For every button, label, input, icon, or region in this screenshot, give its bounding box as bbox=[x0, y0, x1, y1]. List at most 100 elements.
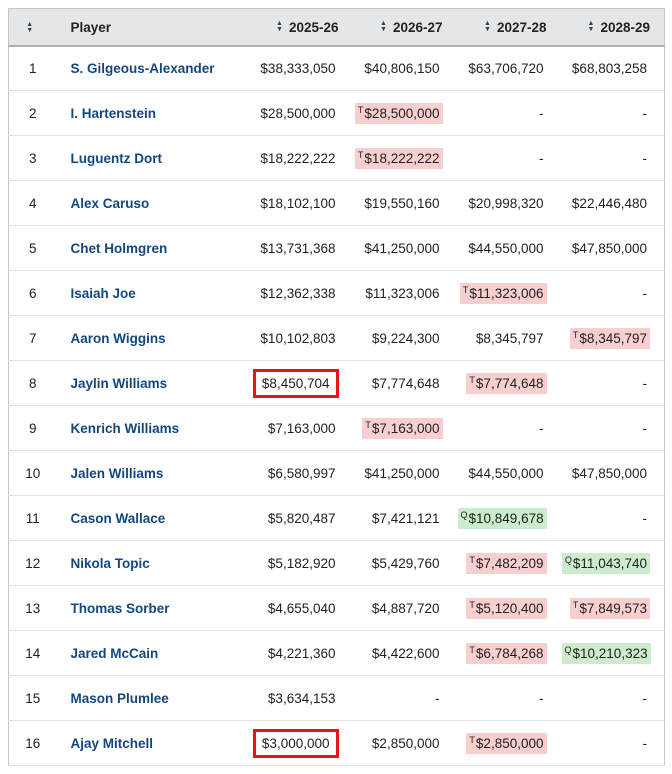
salary-cell: $22,446,480 bbox=[560, 180, 665, 226]
salary-value: $41,250,000 bbox=[364, 240, 440, 256]
player-link[interactable]: Nikola Topic bbox=[70, 555, 150, 571]
column-header-2025-26[interactable]: 2025-26 bbox=[248, 8, 353, 47]
salary-cell: $20,998,320 bbox=[456, 180, 561, 226]
team-option-marker: T bbox=[469, 735, 475, 745]
salary-cell: $11,323,006 bbox=[352, 270, 457, 316]
team-option-marker: T bbox=[572, 600, 579, 610]
annotated-salary-value: $8,450,704 bbox=[252, 368, 339, 398]
table-row: 7 Aaron Wiggins $10,102,803 $9,224,300 $8,34… bbox=[8, 315, 665, 361]
row-rank: 3 bbox=[8, 135, 57, 181]
salary-cell: $47,850,000 bbox=[560, 225, 665, 271]
salary-cell: $3,634,153 bbox=[248, 675, 353, 721]
player-link[interactable]: Isaiah Joe bbox=[70, 285, 136, 301]
salary-cell: - bbox=[560, 675, 665, 721]
salary-value: $4,655,040 bbox=[267, 600, 336, 616]
salary-value: $7,774,648 bbox=[371, 375, 440, 391]
salary-cell: - bbox=[560, 495, 665, 541]
salary-value: $19,550,160 bbox=[364, 195, 440, 211]
salary-value: T$6,784,268 bbox=[466, 643, 547, 664]
team-option-marker: T bbox=[469, 645, 475, 655]
player-link[interactable]: I. Hartenstein bbox=[70, 105, 157, 121]
player-link[interactable]: Aaron Wiggins bbox=[70, 330, 166, 346]
salary-cell: - bbox=[456, 675, 561, 721]
salary-cell: $4,887,720 bbox=[352, 585, 457, 631]
salary-cell: Q$10,849,678 bbox=[456, 495, 561, 541]
salary-value: $63,706,720 bbox=[468, 60, 544, 76]
salary-value: - bbox=[642, 690, 648, 706]
salary-value: $11,323,006 bbox=[365, 285, 440, 301]
salary-value: $10,102,803 bbox=[260, 330, 336, 346]
salary-value: $9,224,300 bbox=[371, 330, 440, 346]
salary-table: Player 2025-26 2026-27 2027-28 2028-29 1… bbox=[8, 8, 665, 766]
salary-value: - bbox=[539, 150, 544, 166]
salary-cell: $7,421,121 bbox=[352, 495, 457, 541]
player-link[interactable]: Kenrich Williams bbox=[70, 420, 180, 436]
player-link[interactable]: Cason Wallace bbox=[70, 510, 166, 526]
salary-cell: $18,222,222 bbox=[248, 135, 353, 181]
salary-value: $41,250,000 bbox=[364, 465, 440, 481]
salary-cell: $8,345,797 bbox=[456, 315, 561, 361]
salary-cell: T$5,120,400 bbox=[456, 585, 561, 631]
salary-cell: Q$10,210,323 bbox=[560, 630, 665, 676]
salary-value: T$8,345,797 bbox=[569, 328, 650, 349]
table-row: 3 Luguentz Dort $18,222,222 T$18,222,222 - - bbox=[8, 135, 665, 181]
salary-cell: $4,655,040 bbox=[248, 585, 353, 631]
player-link[interactable]: S. Gilgeous-Alexander bbox=[70, 60, 215, 76]
salary-value: $8,345,797 bbox=[475, 330, 544, 346]
qualifying-offer-marker: Q bbox=[564, 555, 572, 565]
player-link[interactable]: Ajay Mitchell bbox=[70, 735, 154, 751]
table-row: 12 Nikola Topic $5,182,920 $5,429,760 T$7,48… bbox=[8, 540, 665, 586]
column-header-2028-29[interactable]: 2028-29 bbox=[560, 8, 665, 47]
team-option-marker: T bbox=[462, 285, 469, 295]
salary-value: $22,446,480 bbox=[571, 195, 647, 211]
salary-value: $3,634,153 bbox=[267, 690, 336, 706]
salary-value: Q$10,849,678 bbox=[457, 508, 547, 529]
salary-cell: Q$11,043,740 bbox=[560, 540, 665, 586]
salary-cell: $4,221,360 bbox=[248, 630, 353, 676]
column-label: 2025-26 bbox=[288, 19, 339, 35]
table-row: 14 Jared McCain $4,221,360 $4,422,600 T$6,78… bbox=[8, 630, 665, 676]
row-rank: 1 bbox=[8, 45, 57, 91]
salary-value: $40,806,150 bbox=[364, 60, 440, 76]
rank-column-header[interactable] bbox=[8, 8, 57, 47]
column-header-2027-28[interactable]: 2027-28 bbox=[456, 8, 561, 47]
salary-value: - bbox=[642, 510, 648, 526]
player-column-header[interactable]: Player bbox=[56, 8, 249, 47]
salary-value: T$7,482,209 bbox=[466, 553, 547, 574]
salary-table-body: 1 S. Gilgeous-Alexander $38,333,050 $40,806… bbox=[8, 45, 665, 766]
salary-cell: - bbox=[456, 405, 561, 451]
salary-value: Q$11,043,740 bbox=[561, 553, 650, 574]
player-link[interactable]: Thomas Sorber bbox=[70, 600, 170, 616]
salary-cell: $44,550,000 bbox=[456, 450, 561, 496]
salary-value: - bbox=[642, 285, 648, 301]
player-cell: Chet Holmgren bbox=[56, 225, 249, 271]
qualifying-offer-marker: Q bbox=[564, 645, 572, 655]
salary-value: - bbox=[642, 105, 648, 121]
column-header-2026-27[interactable]: 2026-27 bbox=[352, 8, 457, 47]
player-link[interactable]: Mason Plumlee bbox=[70, 690, 169, 706]
salary-cell: $68,803,258 bbox=[560, 45, 665, 91]
table-row: 13 Thomas Sorber $4,655,040 $4,887,720 T$5,1… bbox=[8, 585, 665, 631]
row-rank: 2 bbox=[8, 90, 57, 136]
sort-icon bbox=[588, 21, 595, 33]
salary-cell: T$18,222,222 bbox=[352, 135, 457, 181]
player-link[interactable]: Jalen Williams bbox=[70, 465, 164, 481]
table-row: 5 Chet Holmgren $13,731,368 $41,250,000 $44,… bbox=[8, 225, 665, 271]
player-link[interactable]: Alex Caruso bbox=[70, 195, 150, 211]
column-label: Player bbox=[70, 19, 112, 35]
salary-cell: - bbox=[560, 90, 665, 136]
salary-cell: $19,550,160 bbox=[352, 180, 457, 226]
salary-cell: - bbox=[560, 135, 665, 181]
player-link[interactable]: Jared McCain bbox=[70, 645, 159, 661]
salary-cell: $5,429,760 bbox=[352, 540, 457, 586]
salary-cell: $3,000,000 bbox=[248, 720, 353, 766]
sort-icon bbox=[484, 21, 491, 33]
salary-value: T$5,120,400 bbox=[466, 598, 547, 619]
player-link[interactable]: Chet Holmgren bbox=[70, 240, 168, 256]
player-link[interactable]: Luguentz Dort bbox=[70, 150, 162, 166]
table-row: 10 Jalen Williams $6,580,997 $41,250,000 $44… bbox=[8, 450, 665, 496]
player-link[interactable]: Jaylin Williams bbox=[70, 375, 168, 391]
player-cell: Jared McCain bbox=[56, 630, 249, 676]
salary-cell: - bbox=[560, 360, 665, 406]
qualifying-offer-marker: Q bbox=[460, 510, 468, 520]
